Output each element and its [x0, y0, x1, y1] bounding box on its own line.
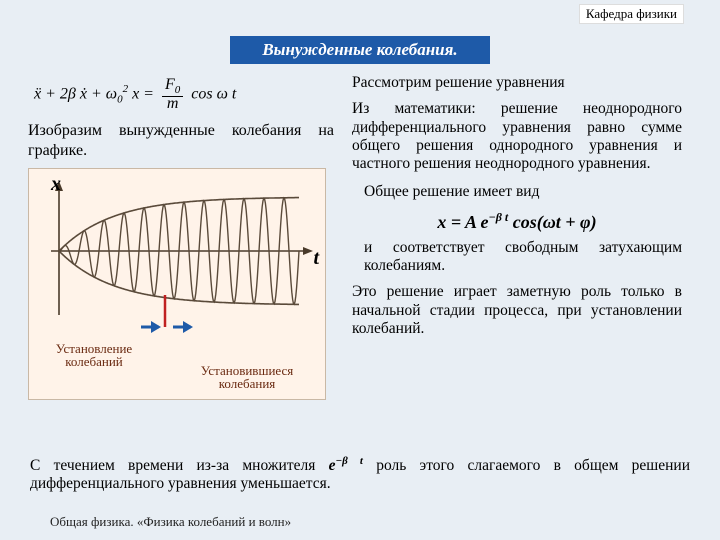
forced-oscillation-equation: ẍ + 2β ẋ + ω02 x = F0 m cos ω t: [34, 78, 338, 111]
content-columns: ẍ + 2β ẋ + ω02 x = F0 m cos ω t Изобрази…: [28, 74, 692, 400]
left-intro-text: Изобразим вынужденные колебания на графи…: [28, 121, 334, 159]
bottom-paragraph: С течением времени из-за множителя e−β t…: [30, 455, 690, 494]
exp-factor: e−β t: [329, 457, 363, 474]
bottom-before: С течением времени из-за множителя: [30, 457, 329, 474]
general-solution-equation: x = A e−β t cos(ωt + φ): [352, 210, 682, 233]
right-line5: Это решение играет заметную роль только …: [352, 283, 682, 338]
right-line4: и соответствует свободным затухающим кол…: [364, 239, 682, 276]
slide: Кафедра физики Вынужденные колебания. ẍ …: [0, 0, 720, 540]
axis-t-label: t: [313, 247, 319, 270]
right-line1: Рассмотрим решение уравнения: [352, 74, 682, 92]
caption-established: Установившиеся колебания: [177, 364, 317, 391]
slide-title: Вынужденные колебания.: [230, 36, 490, 64]
oscillation-svg: [37, 177, 317, 337]
caption-establishing: Установление колебаний: [39, 342, 149, 369]
axis-x-label: x: [51, 173, 61, 196]
footer-text: Общая физика. «Физика колебаний и волн»: [50, 514, 291, 530]
department-label: Кафедра физики: [579, 4, 684, 24]
right-line3: Общее решение имеет вид: [364, 183, 682, 201]
right-line2: Из математики: решение неоднородного диф…: [352, 100, 682, 173]
oscillation-diagram: x t Установление колебаний Установившиес…: [28, 168, 326, 400]
left-column: ẍ + 2β ẋ + ω02 x = F0 m cos ω t Изобрази…: [28, 74, 338, 400]
right-column: Рассмотрим решение уравнения Из математи…: [352, 74, 682, 400]
